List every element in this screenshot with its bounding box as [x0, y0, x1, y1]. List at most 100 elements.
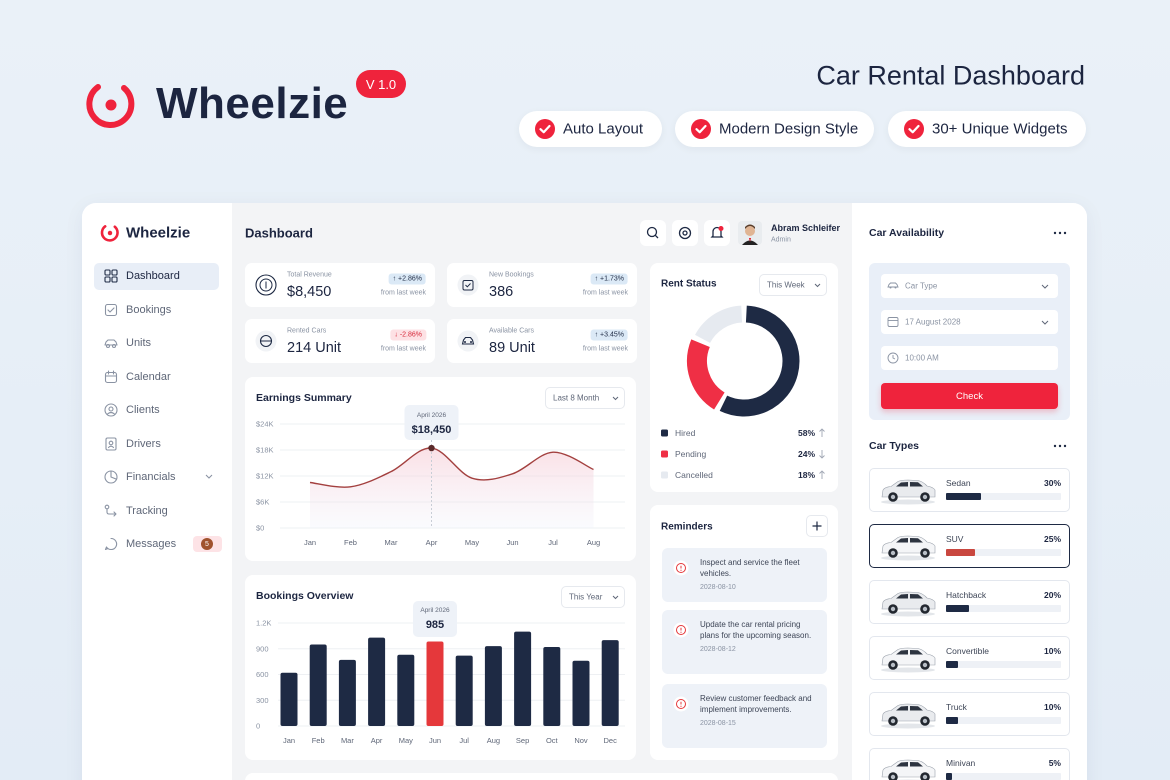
filter-button[interactable] — [545, 387, 625, 409]
filter-label: Last 8 Month — [553, 393, 600, 403]
nav-label[interactable]: Messages — [126, 538, 177, 550]
form-field[interactable] — [881, 274, 1058, 298]
share-track — [946, 717, 1061, 724]
nav-chevron-part — [205, 474, 213, 479]
nav-icon-part — [104, 339, 118, 346]
stat-icon — [457, 330, 479, 352]
reminder-text: Update the car rental pricing plans for … — [700, 620, 812, 641]
form-field[interactable] — [881, 346, 1058, 370]
more-dots-part — [1063, 444, 1067, 448]
car-type-share: 20% — [1043, 590, 1061, 600]
reminder-date: 2028-08-15 — [700, 719, 736, 727]
car-type-name: Convertible — [946, 646, 989, 656]
share-bar — [946, 717, 958, 724]
check-icon-part — [908, 124, 920, 134]
car-type-share: 10% — [1043, 702, 1061, 712]
header-button[interactable] — [704, 220, 730, 246]
share-track — [946, 493, 1061, 500]
hero-brand: Wheelzie — [156, 79, 349, 128]
stat-change: ↑ +2.86% — [388, 273, 426, 285]
nav-icon-part — [104, 470, 118, 484]
share-track — [946, 549, 1061, 556]
nav-icon — [104, 470, 118, 484]
field-icon — [887, 352, 899, 364]
nav-icon-part — [108, 440, 114, 445]
field-icon-part — [887, 317, 899, 327]
form-field[interactable] — [881, 310, 1058, 334]
car-type-share: 5% — [1048, 758, 1061, 768]
availability-title: Car Availability — [869, 227, 945, 239]
nav-label[interactable]: Drivers — [126, 437, 161, 450]
car-image-part — [881, 535, 936, 554]
field-chevron-part — [1041, 284, 1049, 289]
filter-chevron — [814, 283, 821, 288]
nav-label[interactable]: Calendar — [126, 370, 171, 383]
reminder-icon — [673, 622, 689, 638]
nav-label[interactable]: Financials — [126, 471, 176, 483]
check-icon-part — [904, 119, 924, 139]
check-button[interactable]: Check — [881, 383, 1058, 409]
nav-icon-part — [104, 339, 118, 349]
nav-icon-part — [104, 369, 118, 377]
nav-label[interactable]: Bookings — [126, 303, 172, 316]
stat-change: ↓ -2.86% — [390, 329, 426, 341]
filter-button[interactable] — [759, 274, 827, 296]
car-type-share: 25% — [1043, 534, 1061, 544]
version-text: V 1.0 — [365, 76, 397, 92]
car-type-item[interactable] — [869, 468, 1070, 512]
stat-note: from last week — [582, 345, 628, 353]
car-image — [881, 591, 936, 617]
nav-icon — [104, 504, 117, 517]
car-image — [881, 479, 936, 505]
car-image-part — [896, 762, 923, 767]
reminder-icon-part — [680, 569, 682, 571]
nav-label[interactable]: Units — [126, 337, 152, 349]
more-dots — [1053, 444, 1067, 448]
nav-label[interactable]: Tracking — [126, 504, 168, 517]
filter-chevron — [612, 595, 619, 600]
car-type-share: 10% — [1043, 646, 1061, 656]
feature-label: Modern Design Style — [719, 120, 859, 138]
share-track — [946, 773, 1061, 780]
field-value: Car Type — [905, 281, 938, 291]
field-value: 10:00 AM — [905, 353, 939, 363]
nav-icon-part — [106, 507, 117, 517]
more-dots-part — [1053, 231, 1057, 235]
car-type-name: Hatchback — [946, 590, 987, 600]
nav-icon — [104, 339, 118, 349]
filter-button[interactable] — [561, 586, 625, 608]
share-bar — [946, 661, 958, 668]
add-button[interactable] — [806, 515, 828, 537]
stat-change: ↑ +3.45% — [590, 329, 628, 341]
stat-card — [245, 263, 435, 307]
car-image-part — [922, 774, 928, 780]
nav-icon-part — [104, 369, 118, 383]
header-button[interactable] — [640, 220, 666, 246]
stat-icon — [255, 274, 277, 296]
add-icon — [812, 521, 822, 531]
car-image-part — [881, 703, 936, 722]
nav-icon — [104, 537, 118, 551]
car-image — [881, 535, 936, 561]
car-image-part — [922, 494, 928, 500]
nav-label[interactable]: Clients — [126, 404, 160, 416]
stat-icon-part — [259, 278, 273, 292]
nav-icon-part — [111, 343, 117, 349]
nav-icon-part — [104, 276, 111, 283]
nav-icon-part — [104, 504, 110, 509]
check-icon-part — [539, 124, 551, 134]
nav-label[interactable]: Dashboard — [126, 270, 180, 282]
car-image-part — [896, 706, 923, 711]
car-image-part — [922, 550, 928, 556]
header-icon — [646, 226, 659, 239]
car-image-part — [890, 662, 896, 668]
header-button[interactable] — [672, 220, 698, 246]
car-image-part — [896, 594, 923, 599]
stat-icon-part — [457, 330, 479, 352]
nav-icon-part — [104, 403, 118, 417]
car-image-part — [881, 647, 936, 666]
filter-label: This Week — [767, 280, 805, 290]
stat-icon-part — [462, 280, 474, 291]
check-label: Check — [956, 390, 983, 402]
